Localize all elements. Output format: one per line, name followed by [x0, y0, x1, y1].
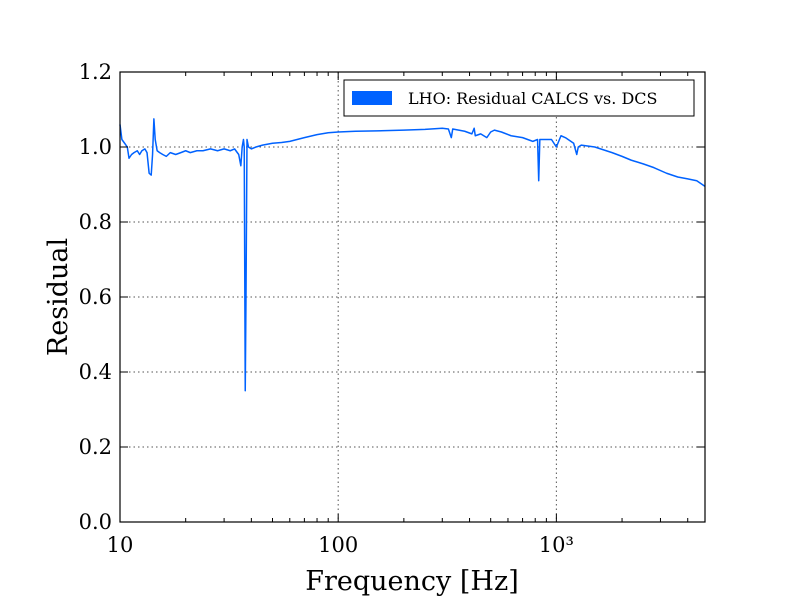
x-tick-label: 10	[107, 533, 134, 557]
y-tick-label: 1.0	[79, 135, 112, 159]
legend-box	[343, 79, 695, 117]
y-tick-label: 0.2	[79, 435, 112, 459]
x-tick-label: 10³	[539, 533, 574, 557]
series-layer	[119, 118, 706, 392]
y-tick-labels: 0.0 0.2 0.4 0.6 0.8 1.0 1.2	[79, 60, 112, 534]
legend: LHO: Residual CALCS vs. DCS	[343, 79, 695, 117]
y-tick-label: 0.0	[79, 510, 112, 534]
y-axis-label: Residual	[43, 238, 74, 356]
x-axis-label: Frequency [Hz]	[305, 566, 518, 597]
x-tick-labels: 10 100 10³	[107, 533, 574, 557]
legend-entry-label: LHO: Residual CALCS vs. DCS	[408, 89, 657, 108]
series-line-residual	[119, 118, 706, 392]
y-tick-label: 1.2	[79, 60, 112, 84]
ticks	[119, 71, 705, 523]
grid-lines	[120, 72, 705, 522]
y-tick-label: 0.8	[79, 210, 112, 234]
y-tick-label: 0.6	[79, 285, 112, 309]
legend-swatch	[352, 91, 392, 105]
y-tick-label: 0.4	[79, 360, 112, 384]
x-tick-label: 100	[318, 533, 358, 557]
